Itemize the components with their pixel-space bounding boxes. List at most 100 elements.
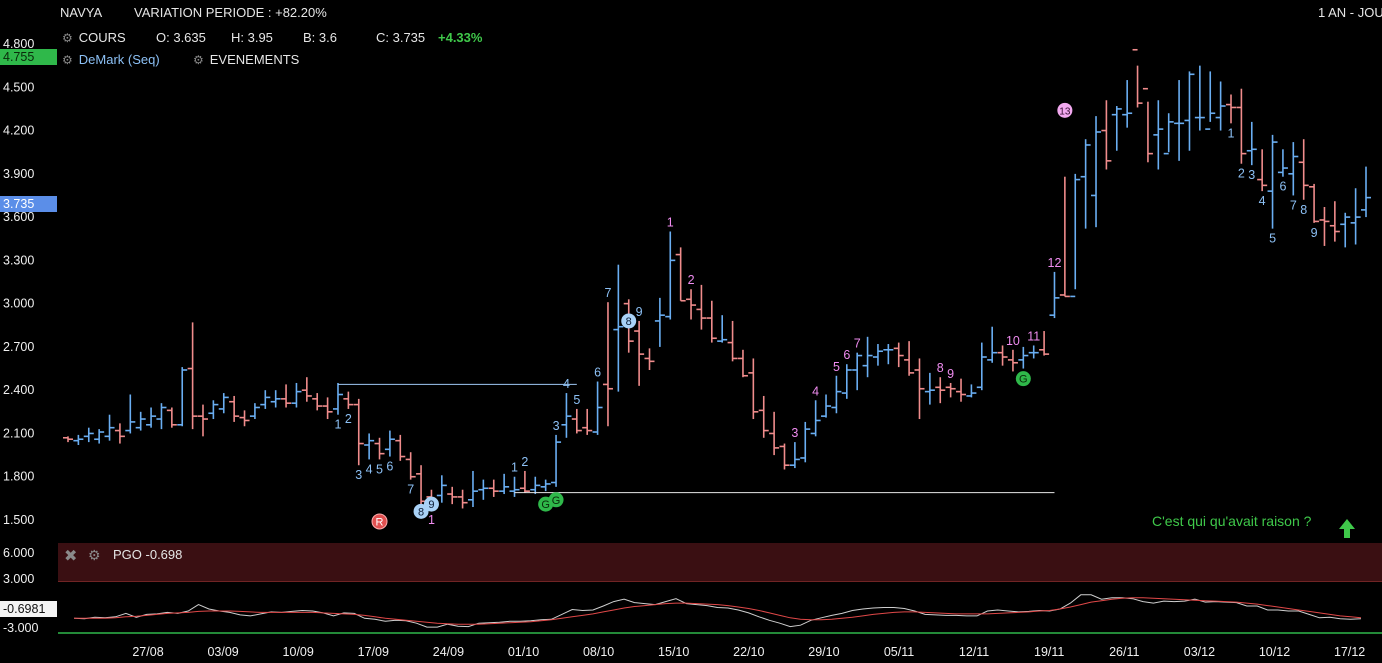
x-tick-label: 27/08 (132, 645, 163, 659)
events-label[interactable]: EVENEMENTS (209, 52, 300, 67)
y-tick-label: 3.300 (3, 253, 34, 267)
signal-circle-label: 9 (428, 499, 434, 511)
change-value: +4.33% (438, 30, 483, 45)
demark-count-label: 4 (812, 384, 819, 398)
demark-count-label: 6 (386, 460, 393, 474)
pgo-title: PGO -0.698 (113, 547, 183, 562)
close-icon[interactable]: ✖ (64, 548, 78, 565)
cours-label[interactable]: COURS (78, 30, 126, 45)
green-signal-circle (1015, 371, 1031, 387)
y-tick-label: 1.800 (3, 470, 34, 484)
red-signal-circle (371, 513, 388, 530)
demark-count-label: 7 (407, 483, 414, 497)
x-tick-label: 12/11 (959, 645, 989, 659)
demark-count-label: 7 (854, 337, 861, 351)
demark-count-label: 1 (511, 461, 518, 475)
x-tick-label: 01/10 (508, 645, 539, 659)
annotation-text: C'est qui qu'avait raison ? (1152, 513, 1312, 529)
green-signal-circle (548, 492, 564, 508)
signal-circle-label: R (376, 516, 384, 528)
demark-count-label: 8 (1300, 203, 1307, 217)
period-label[interactable]: 1 AN - JOU (1318, 5, 1382, 20)
demark-count-label: 1 (428, 513, 435, 527)
blue-signal-circle (423, 496, 439, 512)
x-tick-label: 03/12 (1184, 645, 1215, 659)
y-tick-label: 2.100 (3, 426, 34, 440)
up-arrow-icon (1339, 519, 1355, 529)
demark-label[interactable]: DeMark (Seq) (78, 52, 160, 67)
close-value: C: 3.735 (376, 30, 426, 45)
demark-count-label: 4 (366, 462, 373, 476)
demark-count-label: 9 (1311, 226, 1318, 240)
x-tick-label: 29/10 (808, 645, 839, 659)
demark-count-label: 3 (791, 426, 798, 440)
signal-circle-label: G (552, 495, 561, 507)
signal-circle-label: G (1019, 374, 1028, 386)
demark-count-label: 2 (688, 273, 695, 287)
open-value: O: 3.635 (156, 30, 206, 45)
pgo-panel-band (58, 543, 1382, 581)
pgo-signal-line (74, 597, 1362, 625)
demark-count-label: 11 (1027, 329, 1040, 343)
x-tick-label: 08/10 (583, 645, 614, 659)
y-tick-label: 4.800 (3, 37, 34, 51)
demark-count-label: 3 (1248, 168, 1255, 182)
x-tick-label: 22/10 (733, 645, 764, 659)
y-tick-label: 1.500 (3, 513, 34, 527)
demark-count-label: 3 (355, 468, 362, 482)
cours-gear-icon[interactable]: ⚙ (62, 31, 73, 45)
pink-signal-circle (1057, 102, 1073, 118)
high-value: H: 3.95 (231, 30, 273, 45)
y-tick-label: 3.000 (3, 297, 34, 311)
demark-count-label: 8 (937, 361, 944, 375)
low-value: B: 3.6 (303, 30, 337, 45)
demark-count-label: 3 (553, 419, 560, 433)
demark-count-label: 6 (1279, 180, 1286, 194)
demark-count-label: 12 (1048, 256, 1062, 270)
x-tick-label: 26/11 (1109, 645, 1139, 659)
x-tick-label: 17/12 (1334, 645, 1365, 659)
demark-count-label: 5 (376, 462, 383, 476)
x-tick-label: 10/09 (283, 645, 314, 659)
x-tick-label: 19/11 (1034, 645, 1064, 659)
demark-count-label: 9 (636, 305, 643, 319)
demark-count-label: 1 (1228, 126, 1235, 140)
demark-count-label: 9 (947, 367, 954, 381)
high-price-tag: 4.755 (0, 49, 57, 65)
y-tick-label: 2.700 (3, 340, 34, 354)
y-tick-label: 4.200 (3, 124, 34, 138)
y-tick-label: 3.900 (3, 167, 34, 181)
demark-count-label: 6 (843, 348, 850, 362)
variation-label: VARIATION PERIODE : +82.20% (134, 5, 327, 20)
demark-count-label: 2 (345, 412, 352, 426)
x-tick-label: 17/09 (358, 645, 389, 659)
demark-count-label: 5 (833, 360, 840, 374)
y-tick-label: 2.400 (3, 383, 34, 397)
x-tick-label: 03/09 (207, 645, 238, 659)
demark-gear-icon[interactable]: ⚙ (62, 53, 73, 67)
demark-count-label: 4 (1259, 194, 1266, 208)
demark-count-label: 10 (1006, 334, 1020, 348)
pgo-line (73, 594, 1362, 628)
signal-circle-label: 13 (1059, 106, 1071, 117)
demark-count-label: 2 (521, 455, 528, 469)
x-tick-label: 10/12 (1259, 645, 1290, 659)
demark-count-label: 7 (1290, 198, 1297, 212)
pgo-tick-label: 3.000 (3, 572, 35, 586)
symbol-label: NAVYA (60, 5, 103, 20)
x-tick-label: 15/10 (658, 645, 689, 659)
signal-circle-label: 8 (418, 506, 424, 518)
demark-count-label: 1 (667, 216, 674, 230)
x-tick-label: 05/11 (884, 645, 914, 659)
signal-circle-label: 8 (626, 316, 632, 328)
last-price-tag: 3.735 (0, 196, 57, 212)
demark-count-label: 4 (563, 377, 570, 391)
pgo-gear-icon[interactable]: ⚙ (88, 547, 101, 563)
pgo-tick-label: -3.000 (3, 621, 39, 635)
pgo-value-tag: -0.6981 (0, 601, 57, 617)
demark-count-label: 5 (1269, 232, 1276, 246)
pgo-tick-label: 6.000 (3, 546, 35, 560)
up-arrow-stem (1344, 529, 1350, 538)
events-gear-icon[interactable]: ⚙ (193, 53, 204, 67)
